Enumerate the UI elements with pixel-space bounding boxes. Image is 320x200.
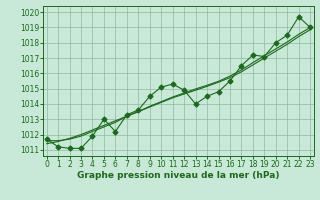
X-axis label: Graphe pression niveau de la mer (hPa): Graphe pression niveau de la mer (hPa) <box>77 171 280 180</box>
